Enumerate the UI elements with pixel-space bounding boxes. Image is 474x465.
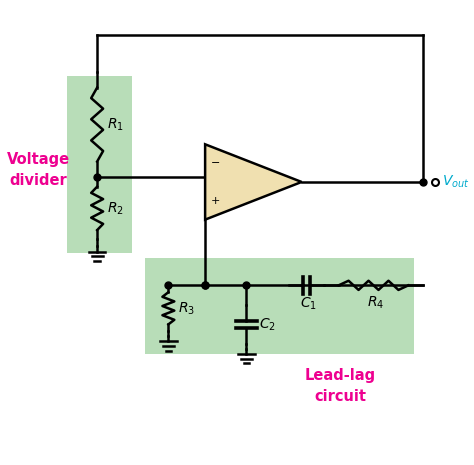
Text: $C_2$: $C_2$ bbox=[259, 316, 276, 332]
Polygon shape bbox=[205, 144, 301, 219]
Text: $C_1$: $C_1$ bbox=[300, 295, 317, 312]
Text: $R_4$: $R_4$ bbox=[367, 294, 384, 311]
Text: +: + bbox=[210, 196, 220, 206]
FancyBboxPatch shape bbox=[67, 76, 132, 253]
Text: Voltage
divider: Voltage divider bbox=[7, 153, 70, 188]
Text: −: − bbox=[210, 158, 220, 168]
Text: $R_1$: $R_1$ bbox=[107, 116, 124, 133]
Text: $V_{out}$: $V_{out}$ bbox=[442, 174, 469, 190]
Text: Lead-lag
circuit: Lead-lag circuit bbox=[305, 368, 376, 405]
FancyBboxPatch shape bbox=[146, 258, 414, 354]
Text: $R_3$: $R_3$ bbox=[179, 300, 195, 317]
Text: $R_2$: $R_2$ bbox=[107, 200, 124, 217]
